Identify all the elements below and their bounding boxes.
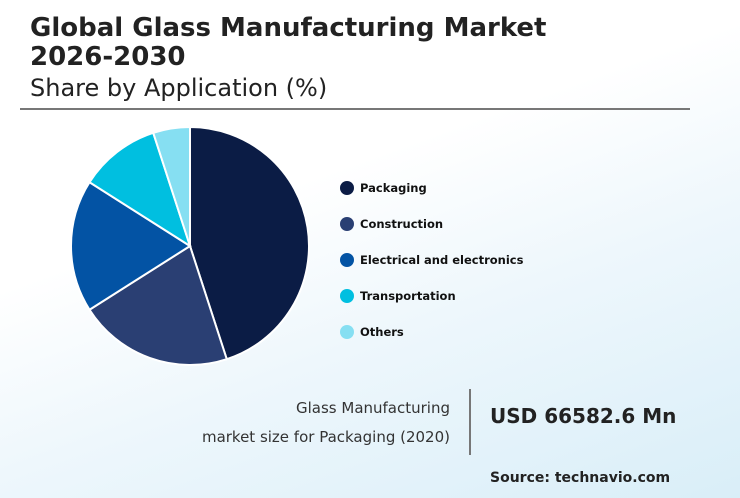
market-size-label-line-2: market size for Packaging (2020)	[201, 428, 450, 446]
legend-swatch	[340, 253, 354, 267]
legend-label: Construction	[360, 217, 444, 231]
legend-label: Electrical and electronics	[360, 253, 524, 267]
pie-slice-construction	[88, 244, 229, 366]
chart-title-line-2: 2026-2030	[30, 42, 186, 72]
legend-swatch	[340, 325, 354, 339]
footer-divider	[469, 389, 471, 455]
legend-label: Others	[360, 325, 404, 339]
legend-item-transportation: Transportation	[340, 278, 523, 314]
legend-swatch	[340, 217, 354, 231]
legend-swatch	[340, 289, 354, 303]
pie-slice-packaging	[189, 125, 310, 361]
legend-label: Packaging	[360, 181, 427, 195]
pie-slice-transportation	[88, 131, 192, 249]
chart-title: Global Glass Manufacturing Market 2026-2…	[30, 14, 546, 72]
market-size-label-line-1: Glass Manufacturing	[296, 399, 450, 417]
pie-slice-others	[151, 125, 191, 247]
legend-item-electrical-and-electronics: Electrical and electronics	[340, 242, 523, 278]
pie-chart	[70, 125, 310, 366]
legend: Packaging Construction Electrical and elec…	[340, 170, 523, 350]
market-size-value: USD 66582.6 Mn	[490, 404, 677, 428]
title-divider	[20, 108, 690, 110]
source-credit: Source: technavio.com	[490, 470, 671, 486]
legend-item-construction: Construction	[340, 206, 523, 242]
legend-swatch	[340, 181, 354, 195]
chart-subtitle: Share by Application (%)	[30, 74, 328, 102]
chart-title-line-1: Global Glass Manufacturing Market	[30, 13, 547, 43]
legend-item-others: Others	[340, 314, 523, 350]
pie-slice-electrical-and-electronics	[70, 180, 192, 312]
legend-item-packaging: Packaging	[340, 170, 523, 206]
legend-label: Transportation	[360, 289, 456, 303]
